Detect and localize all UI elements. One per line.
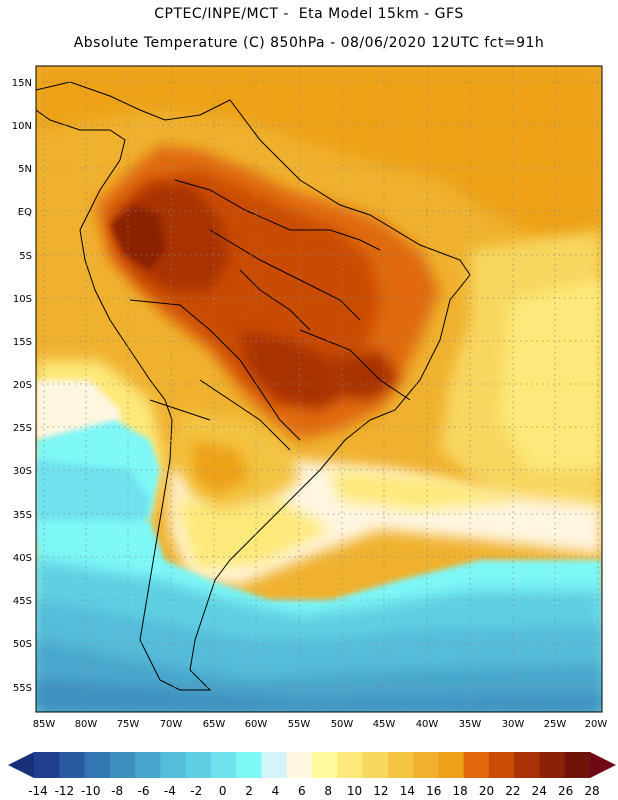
colorbar-cell xyxy=(84,752,111,778)
colorbar-label: 20 xyxy=(479,784,494,798)
colorbar-cell xyxy=(463,752,490,778)
lat-label: 30S xyxy=(13,466,32,477)
colorbar-cell xyxy=(438,752,465,778)
colorbar-cells xyxy=(34,752,591,778)
lat-label: 40S xyxy=(13,553,32,564)
lon-label: 40W xyxy=(416,719,439,730)
colorbar-cell xyxy=(261,752,288,778)
lat-label: 10S xyxy=(13,294,32,305)
colorbar-label: 10 xyxy=(347,784,362,798)
colorbar-label: 16 xyxy=(426,784,441,798)
colorbar-label: 12 xyxy=(373,784,388,798)
lon-label: 20W xyxy=(585,719,608,730)
lat-label: 55S xyxy=(13,683,32,694)
colorbar-label: -14 xyxy=(28,784,48,798)
lon-label: 85W xyxy=(33,719,56,730)
colorbar-cell xyxy=(488,752,515,778)
colorbar-cell xyxy=(539,752,566,778)
colorbar-cell xyxy=(236,752,262,778)
lat-label: 5S xyxy=(19,251,32,262)
colorbar-cell xyxy=(413,752,439,778)
coastlines xyxy=(36,81,471,691)
lat-label: 25S xyxy=(13,423,32,434)
colorbar-cell xyxy=(160,752,187,778)
colorbar-label: -6 xyxy=(138,784,150,798)
colorbar: -14 -12 -10 -8 -6 -4 -2 0 2 4 6 8 10 12 14 16 18 20 22 24 26… xyxy=(8,752,616,798)
colorbar-label: 6 xyxy=(298,784,306,798)
lat-label: 45S xyxy=(13,596,32,607)
lat-label: 35S xyxy=(13,510,32,521)
colorbar-label: 4 xyxy=(272,784,280,798)
lon-label: 25W xyxy=(544,719,567,730)
colorbar-label: 26 xyxy=(558,784,573,798)
colorbar-label: 8 xyxy=(324,784,332,798)
colorbar-cell xyxy=(514,752,540,778)
colorbar-cell xyxy=(312,752,338,778)
lon-label: 35W xyxy=(459,719,482,730)
colorbar-cell xyxy=(34,752,60,778)
title-line-1: CPTEC/INPE/MCT - Eta Model 15km - GFS xyxy=(154,6,464,22)
colorbar-labels: -14 -12 -10 -8 -6 -4 -2 0 2 4 6 8 10 12 14 16 18 20 22 24 26… xyxy=(28,784,599,798)
lat-label: 10N xyxy=(12,121,32,132)
colorbar-cell xyxy=(135,752,161,778)
lat-label: 50S xyxy=(13,639,32,650)
lon-label: 45W xyxy=(373,719,396,730)
lon-label: 30W xyxy=(502,719,525,730)
lat-label: 5N xyxy=(18,164,32,175)
longitude-axis: 85W 80W 75W 70W 65W 60W 55W 50W 45W 40W … xyxy=(33,719,608,730)
colorbar-label: -2 xyxy=(190,784,202,798)
lon-label: 60W xyxy=(245,719,268,730)
colorbar-cell xyxy=(210,752,237,778)
colorbar-label: 2 xyxy=(245,784,253,798)
colorbar-cell xyxy=(362,752,389,778)
colorbar-cell xyxy=(185,752,212,778)
colorbar-cell xyxy=(337,752,364,778)
gridlines xyxy=(36,66,602,712)
colorbar-cell xyxy=(564,752,591,778)
title-line-2: Absolute Temperature (C) 850hPa - 08/06/… xyxy=(73,35,545,51)
colorbar-low-end xyxy=(8,752,34,778)
lon-label: 50W xyxy=(331,719,354,730)
lat-label: 20S xyxy=(13,380,32,391)
latitude-axis: 15N 10N 5N EQ 5S 10S 15S 20S 25S 30S 35S… xyxy=(12,78,32,694)
temperature-field xyxy=(36,66,602,712)
colorbar-label: 18 xyxy=(452,784,467,798)
colorbar-cell xyxy=(59,752,86,778)
colorbar-label: -4 xyxy=(164,784,176,798)
lon-label: 75W xyxy=(117,719,140,730)
lat-label: 15N xyxy=(12,78,32,89)
colorbar-label: 22 xyxy=(505,784,520,798)
colorbar-label: 28 xyxy=(584,784,599,798)
map-frame xyxy=(35,65,603,713)
lon-label: 65W xyxy=(203,719,226,730)
colorbar-label: 14 xyxy=(400,784,415,798)
lon-label: 55W xyxy=(288,719,311,730)
colorbar-label: 24 xyxy=(532,784,547,798)
colorbar-label: -12 xyxy=(55,784,75,798)
lat-label: 15S xyxy=(13,337,32,348)
colorbar-label: -8 xyxy=(111,784,123,798)
lon-label: 80W xyxy=(75,719,98,730)
colorbar-high-end xyxy=(590,752,616,778)
lon-label: 70W xyxy=(160,719,183,730)
colorbar-cell xyxy=(109,752,136,778)
colorbar-label: -10 xyxy=(81,784,101,798)
colorbar-cell xyxy=(387,752,414,778)
lat-label: EQ xyxy=(18,207,32,218)
colorbar-cell xyxy=(286,752,313,778)
colorbar-label: 0 xyxy=(219,784,227,798)
